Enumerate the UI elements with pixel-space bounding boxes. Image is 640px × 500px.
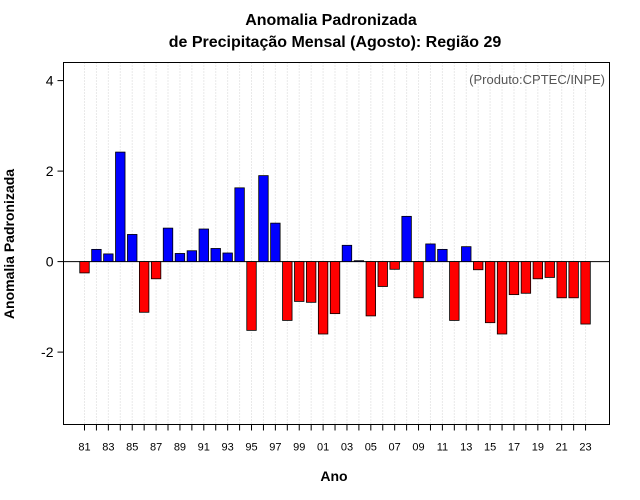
bar-02 bbox=[329, 261, 341, 315]
bar-14 bbox=[473, 261, 484, 271]
bar-01 bbox=[317, 261, 329, 335]
bar-12 bbox=[449, 261, 460, 321]
bar-04 bbox=[353, 260, 365, 263]
bar-97 bbox=[270, 222, 281, 262]
bar-13 bbox=[461, 246, 472, 262]
bar-17 bbox=[508, 261, 520, 296]
bar-08 bbox=[401, 215, 412, 263]
bar-92 bbox=[210, 248, 221, 262]
x-tick-label: 93 bbox=[222, 442, 234, 454]
bar-16 bbox=[496, 261, 508, 335]
bar-22 bbox=[568, 261, 579, 299]
chart-title-line2: de Precipitação Mensal (Agosto): Região … bbox=[169, 34, 502, 51]
x-tick-label: 91 bbox=[198, 442, 210, 454]
y-tick-label: 4 bbox=[46, 73, 54, 89]
credit-text: (Produto:CPTEC/INPE) bbox=[469, 72, 605, 87]
x-tick-label: 07 bbox=[389, 442, 401, 454]
bars-group bbox=[79, 151, 591, 335]
x-tick-label: 17 bbox=[508, 442, 520, 454]
y-axis: -2 0 2 4 bbox=[41, 73, 64, 360]
x-tick-label: 19 bbox=[532, 442, 544, 454]
bar-95 bbox=[246, 261, 257, 331]
bar-84 bbox=[115, 151, 126, 262]
x-tick-label: 21 bbox=[556, 442, 568, 454]
x-axis-label: Ano bbox=[320, 468, 347, 484]
bar-90 bbox=[186, 250, 198, 263]
x-tick-label: 97 bbox=[269, 442, 281, 454]
bar-00 bbox=[306, 261, 317, 303]
x-tick-label: 09 bbox=[412, 442, 424, 454]
bar-11 bbox=[437, 248, 448, 263]
bar-82 bbox=[91, 248, 102, 263]
bar-23 bbox=[580, 261, 591, 325]
x-tick-label: 11 bbox=[437, 442, 448, 454]
x-tick-label: 05 bbox=[365, 442, 377, 454]
y-tick-label: -2 bbox=[41, 344, 54, 360]
bar-94 bbox=[234, 187, 245, 262]
x-axis: 81 83 85 87 89 91 93 95 97 99 01 03 05 07 09 11 13 15 17 19… bbox=[78, 424, 592, 454]
bar-81 bbox=[79, 261, 90, 274]
bar-86 bbox=[138, 261, 150, 313]
x-tick-label: 95 bbox=[245, 442, 257, 454]
bar-20 bbox=[544, 261, 555, 278]
x-tick-label: 83 bbox=[102, 442, 114, 454]
x-tick-label: 89 bbox=[174, 442, 186, 454]
y-axis-label: Anomalia Padronizada bbox=[1, 169, 17, 319]
bar-85 bbox=[127, 234, 138, 262]
chart-title-line1: Anomalia Padronizada bbox=[245, 12, 417, 29]
x-tick-label: 99 bbox=[293, 442, 305, 454]
x-tick-label: 23 bbox=[579, 442, 591, 454]
bar-87 bbox=[150, 261, 162, 280]
y-tick-label: 0 bbox=[46, 254, 54, 270]
bar-07 bbox=[389, 261, 400, 270]
bar-99 bbox=[294, 261, 305, 302]
bar-05 bbox=[365, 261, 376, 317]
x-tick-label: 87 bbox=[150, 442, 162, 454]
bar-96 bbox=[258, 175, 269, 262]
bar-91 bbox=[198, 228, 209, 263]
bar-03 bbox=[341, 244, 353, 262]
x-tick-label: 13 bbox=[460, 442, 472, 454]
x-tick-label: 15 bbox=[484, 442, 496, 454]
bar-88 bbox=[162, 227, 174, 263]
bar-15 bbox=[484, 261, 496, 324]
x-tick-label: 81 bbox=[78, 442, 90, 454]
x-tick-label: 01 bbox=[317, 442, 329, 454]
x-tick-label: 03 bbox=[341, 442, 353, 454]
bar-09 bbox=[413, 261, 424, 299]
bar-18 bbox=[520, 261, 532, 294]
bar-06 bbox=[377, 261, 388, 287]
bar-89 bbox=[174, 253, 186, 263]
bar-19 bbox=[532, 261, 543, 280]
bar-10 bbox=[425, 243, 436, 262]
bar-83 bbox=[103, 253, 114, 263]
bar-21 bbox=[556, 261, 567, 299]
bar-98 bbox=[282, 261, 293, 321]
bar-93 bbox=[222, 252, 233, 263]
x-tick-label: 85 bbox=[126, 442, 138, 454]
y-tick-label: 2 bbox=[46, 163, 54, 179]
plot-frame bbox=[63, 62, 610, 425]
vertical-gridlines bbox=[84, 62, 587, 425]
